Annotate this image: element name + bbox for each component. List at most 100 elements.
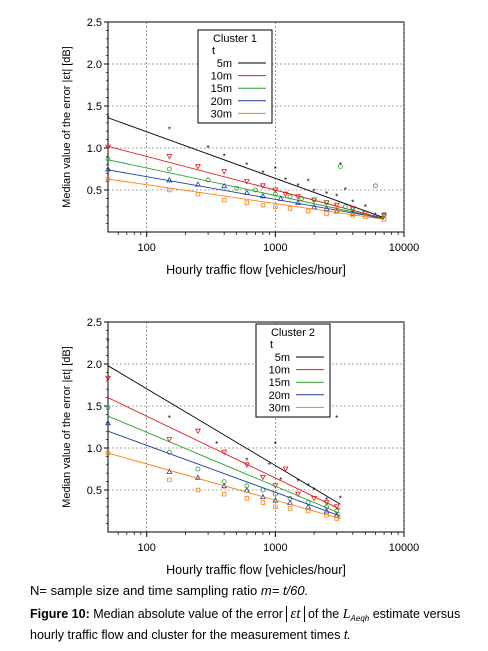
x-tick-label: 100 (138, 542, 156, 554)
legend-label-15m: 15m (211, 83, 232, 95)
data-point-30m (273, 504, 278, 509)
data-point-10m (243, 462, 250, 468)
data-point-5m: * (313, 188, 316, 197)
data-point-5m: * (268, 461, 271, 470)
y-tick-label: 2.5 (87, 317, 102, 329)
data-point-30m (273, 204, 278, 209)
data-point-5m: * (207, 144, 210, 153)
legend-subtitle: t (270, 339, 273, 351)
data-point-5m: * (325, 190, 328, 199)
data-point-10m (194, 428, 201, 435)
data-point-30m (244, 200, 250, 205)
data-point-30m (167, 477, 172, 483)
x-tick-label: 100 (138, 242, 156, 254)
data-point-15m (166, 166, 172, 172)
y-tick-label: 2.5 (87, 17, 102, 29)
data-point-5m: * (245, 161, 248, 170)
data-point-5m: * (296, 182, 299, 191)
data-point-20m (259, 192, 266, 199)
data-point-30m (195, 191, 201, 197)
data-point-10m (282, 466, 289, 473)
legend-label-30m: 30m (211, 108, 232, 120)
data-point-30m (350, 212, 356, 218)
note-math: m= t/60. (260, 583, 309, 598)
data-point-15m (299, 195, 305, 201)
data-point-30m (244, 496, 250, 501)
y-tick-label: 1.5 (87, 101, 102, 113)
data-point-10m (194, 164, 201, 170)
note-text: N= sample size and time sampling ratio (30, 583, 258, 598)
x-tick-label: 10000 (389, 242, 420, 254)
caption-text-after: estimate versus hourly traffic flow and … (30, 607, 461, 642)
caption-text-before: Median absolute value of the error (93, 607, 283, 621)
data-point-20m (194, 181, 201, 187)
data-point-30m (334, 206, 339, 211)
legend-label-20m: 20m (211, 96, 232, 108)
data-point-10m (349, 206, 356, 212)
fit-line-10m (107, 397, 341, 510)
legend-label-10m: 10m (211, 71, 232, 83)
data-point-10m (311, 495, 318, 502)
data-point-20m (333, 207, 340, 214)
y-tick-label: 1.0 (87, 143, 102, 155)
chart-cluster-1: 0.5 1.0 1.5 2.0 2.5 100 1000 10000 Hourly traffi… (61, 17, 420, 277)
final-symbol: t. (343, 628, 351, 642)
legend-label-15m: 15m (269, 377, 290, 389)
y-tick-label: 1.5 (87, 401, 102, 413)
y-tick-label: 0.5 (87, 485, 102, 497)
data-point-30m (305, 508, 311, 514)
data-point-15m (373, 183, 378, 189)
data-point-5m: * (339, 161, 342, 170)
data-point-10m (105, 144, 111, 151)
data-point-10m (272, 187, 279, 194)
data-point-15m (287, 194, 293, 200)
data-point-5m: * (335, 193, 338, 202)
fit-line-15m (107, 159, 385, 220)
data-point-5m: * (223, 152, 226, 161)
data-point-30m (287, 506, 293, 511)
data-point-10m (259, 183, 266, 189)
legend-label-30m: 30m (269, 402, 290, 414)
data-point-15m (337, 164, 343, 169)
figure-label: Figure 10: (30, 607, 90, 621)
data-point-10m (105, 375, 111, 382)
data-point-30m (260, 500, 266, 505)
legend-box (197, 29, 273, 124)
data-point-5m: * (296, 478, 299, 487)
data-point-15m (311, 197, 317, 203)
data-point-10m (362, 211, 369, 217)
data-point-30m (105, 450, 111, 456)
data-point-20m (105, 165, 111, 172)
legend-subtitle: t (212, 45, 215, 57)
x-tick-label: 1000 (263, 242, 287, 254)
data-point-30m (334, 516, 339, 521)
data-point-20m (166, 468, 173, 474)
data-point-10m (282, 191, 289, 198)
data-point-15m (205, 177, 211, 183)
data-point-5m: * (351, 199, 354, 208)
data-point-30m (195, 487, 201, 493)
data-point-15m (166, 449, 172, 455)
fit-line-30m (107, 178, 385, 220)
data-point-15m (234, 185, 240, 191)
fit-line-30m (107, 452, 341, 519)
data-point-15m (105, 156, 111, 162)
data-point-20m (166, 176, 173, 183)
sample-size-note: N= sample size and time sampling ratio m… (30, 583, 308, 598)
data-point-5m: * (339, 494, 342, 503)
fit-line-5m (107, 117, 385, 219)
estimate-subscript: Aeqh (350, 614, 370, 623)
data-point-5m: * (245, 457, 248, 466)
data-point-20m (323, 205, 330, 211)
legend-title: Cluster 1 (213, 33, 257, 45)
data-point-5m: * (274, 440, 277, 449)
data-point-15m (272, 191, 278, 197)
data-point-15m (253, 187, 258, 193)
data-point-30m (287, 206, 293, 211)
data-point-20m (305, 503, 312, 510)
y-tick-label: 2.0 (87, 59, 102, 71)
data-point-5m: * (106, 115, 109, 124)
data-point-10m (333, 202, 340, 209)
data-point-30m (260, 202, 266, 208)
legend-title: Cluster 2 (271, 327, 315, 339)
